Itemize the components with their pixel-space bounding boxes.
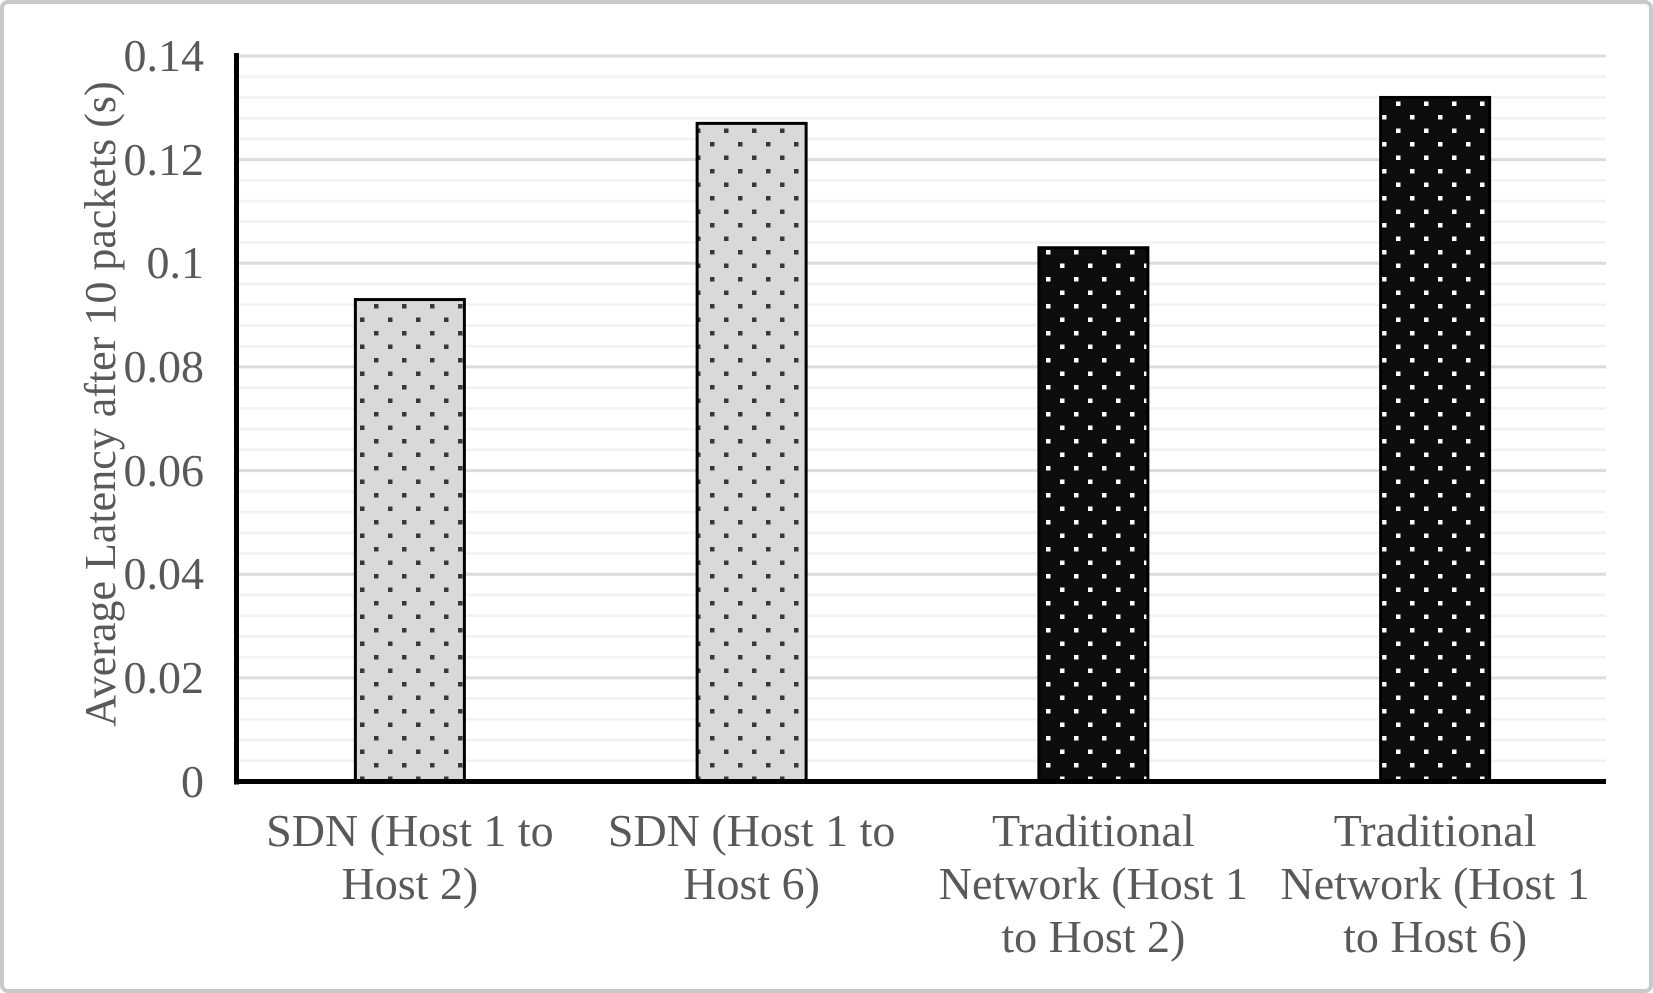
- y-tick-label: 0.02: [123, 651, 205, 703]
- y-tick-label: 0: [181, 755, 204, 807]
- y-tick-label: 0.14: [123, 30, 205, 81]
- y-tick-label: 0.12: [123, 133, 205, 185]
- x-category-label-line: Host 6): [683, 858, 820, 909]
- x-category-label-line: Network (Host 1: [1280, 858, 1590, 909]
- plot-area-svg: [234, 53, 1606, 785]
- x-category-label-line: Traditional: [1333, 805, 1537, 856]
- y-tick-label: 0.08: [123, 340, 205, 392]
- x-category-label: SDN (Host 1 to Host 6): [576, 804, 928, 910]
- bar-traditional-pattern-2: [1037, 246, 1150, 783]
- x-category-label-line: to Host 2): [1001, 911, 1186, 962]
- x-category-label: Traditional Network (Host 1 to Host 2): [917, 804, 1269, 963]
- y-tick-label: 0.06: [123, 444, 205, 496]
- bar-traditional-pattern-3: [1379, 95, 1492, 782]
- bar-sdn-pattern-0: [353, 298, 466, 782]
- x-axis-line: [234, 779, 1606, 784]
- x-category-label-line: to Host 6): [1343, 911, 1528, 962]
- x-category-label-line: Host 2): [341, 858, 479, 909]
- x-category-label: Traditional Network (Host 1 to Host 6): [1259, 804, 1611, 963]
- x-category-label-line: Traditional: [991, 805, 1195, 856]
- x-category-label-line: SDN (Host 1 to: [607, 805, 896, 856]
- x-category-label-line: Network (Host 1: [938, 858, 1248, 909]
- y-tick-label: 0.1: [146, 237, 205, 289]
- x-category-label: SDN (Host 1 to Host 2): [234, 804, 586, 910]
- bar-sdn-pattern-1: [695, 121, 808, 782]
- y-axis-line: [234, 53, 239, 785]
- x-category-label-line: SDN (Host 1 to: [266, 805, 554, 856]
- y-tick-label: 0.04: [123, 548, 205, 600]
